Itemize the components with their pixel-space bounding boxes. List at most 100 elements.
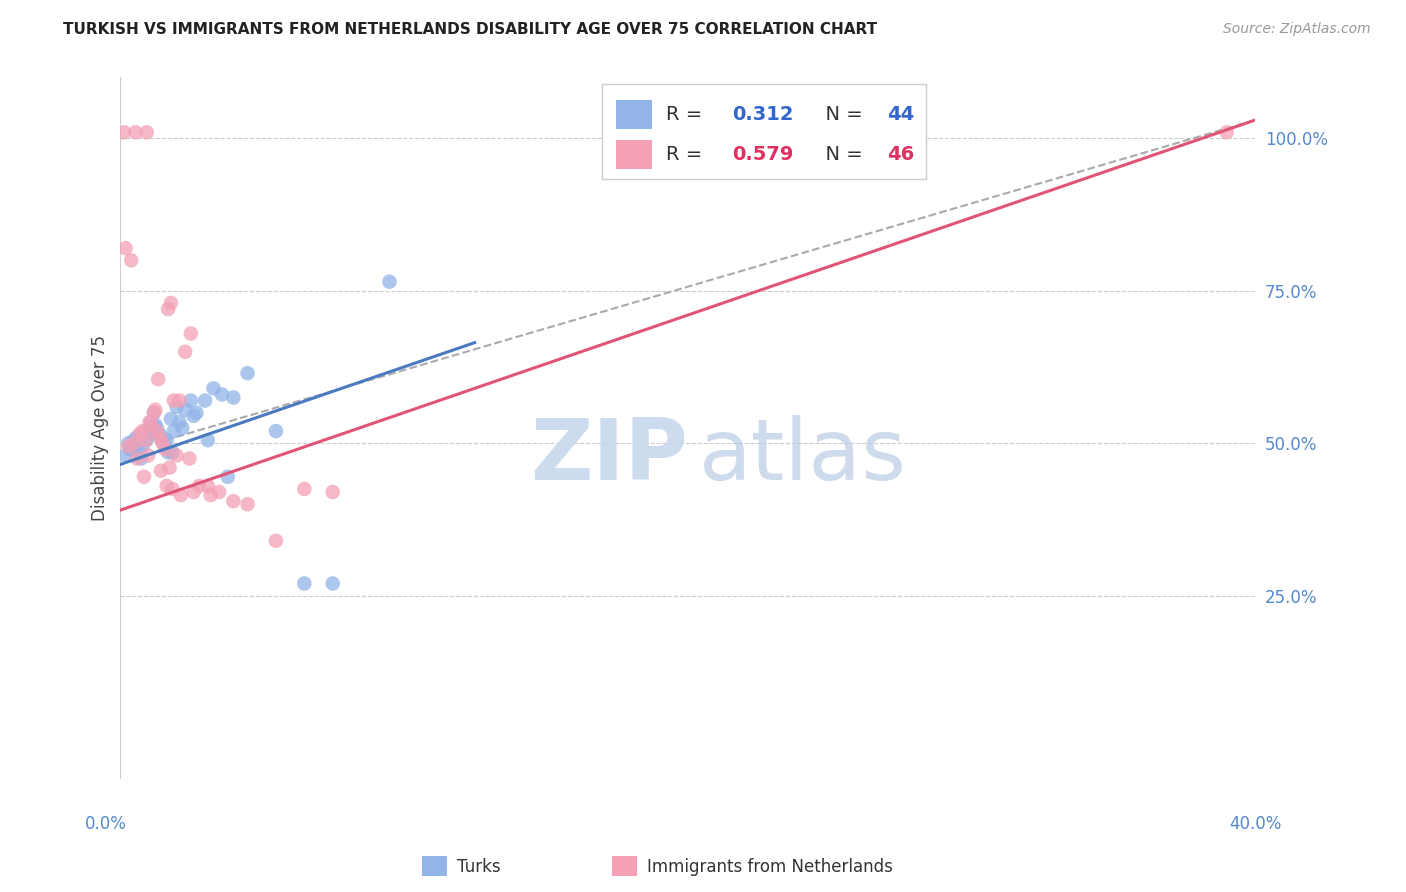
Point bbox=[236, 366, 259, 380]
Point bbox=[264, 424, 287, 438]
Text: 0.579: 0.579 bbox=[731, 145, 793, 164]
Point bbox=[183, 409, 205, 423]
Point bbox=[122, 436, 145, 450]
Point bbox=[211, 387, 233, 401]
Point bbox=[118, 442, 141, 457]
Point bbox=[169, 415, 191, 429]
Text: R =: R = bbox=[666, 105, 709, 124]
Point bbox=[264, 533, 287, 548]
Text: 44: 44 bbox=[887, 105, 914, 124]
Point bbox=[149, 430, 172, 444]
Point bbox=[124, 125, 146, 139]
Text: atlas: atlas bbox=[699, 415, 907, 498]
Point bbox=[162, 482, 184, 496]
Point bbox=[131, 439, 153, 453]
Text: Turks: Turks bbox=[457, 858, 501, 876]
Point bbox=[292, 482, 315, 496]
Point bbox=[160, 296, 183, 310]
Point bbox=[160, 412, 183, 426]
Point bbox=[222, 494, 245, 508]
Point bbox=[145, 421, 167, 435]
Point bbox=[134, 424, 156, 438]
Point bbox=[159, 460, 181, 475]
Point bbox=[322, 576, 344, 591]
Point bbox=[134, 433, 156, 447]
Point bbox=[200, 488, 222, 502]
Point bbox=[139, 415, 162, 429]
Text: TURKISH VS IMMIGRANTS FROM NETHERLANDS DISABILITY AGE OVER 75 CORRELATION CHART: TURKISH VS IMMIGRANTS FROM NETHERLANDS D… bbox=[63, 22, 877, 37]
Point bbox=[194, 393, 217, 408]
Point bbox=[208, 485, 231, 500]
Point bbox=[142, 406, 165, 420]
Point bbox=[139, 417, 162, 432]
Text: 46: 46 bbox=[887, 145, 914, 164]
Point bbox=[202, 381, 225, 395]
Point bbox=[157, 302, 180, 317]
Point bbox=[138, 427, 160, 442]
Text: Source: ZipAtlas.com: Source: ZipAtlas.com bbox=[1223, 22, 1371, 37]
Point bbox=[163, 424, 186, 438]
Point bbox=[169, 393, 191, 408]
Point bbox=[114, 449, 136, 463]
Point bbox=[236, 497, 259, 511]
Point bbox=[155, 442, 177, 457]
Point bbox=[132, 470, 155, 484]
Point bbox=[183, 485, 205, 500]
Point bbox=[156, 479, 179, 493]
Point bbox=[174, 344, 197, 359]
Text: 40.0%: 40.0% bbox=[1229, 815, 1281, 833]
Text: Immigrants from Netherlands: Immigrants from Netherlands bbox=[647, 858, 893, 876]
Point bbox=[156, 433, 179, 447]
Point bbox=[146, 372, 169, 386]
Point bbox=[172, 421, 194, 435]
Point bbox=[152, 433, 174, 447]
Point bbox=[129, 451, 152, 466]
Point bbox=[155, 439, 177, 453]
Point bbox=[170, 488, 193, 502]
Point bbox=[138, 415, 160, 429]
Point bbox=[114, 241, 136, 255]
Text: N =: N = bbox=[814, 145, 869, 164]
Point bbox=[188, 479, 211, 493]
Point bbox=[128, 445, 150, 459]
Point bbox=[166, 449, 188, 463]
Point bbox=[1215, 125, 1237, 139]
Point bbox=[322, 485, 344, 500]
Point bbox=[186, 406, 208, 420]
Text: 0.312: 0.312 bbox=[731, 105, 793, 124]
Point bbox=[150, 430, 173, 444]
Point bbox=[135, 125, 157, 139]
Point bbox=[150, 464, 173, 478]
Bar bbox=[616, 100, 652, 129]
Point bbox=[120, 253, 142, 268]
Point bbox=[152, 436, 174, 450]
Point bbox=[122, 433, 145, 447]
Point bbox=[222, 391, 245, 405]
Point bbox=[143, 402, 166, 417]
Bar bbox=[602, 85, 925, 179]
Text: 0.0%: 0.0% bbox=[84, 815, 127, 833]
Text: R =: R = bbox=[666, 145, 709, 164]
Y-axis label: Disability Age Over 75: Disability Age Over 75 bbox=[91, 335, 108, 521]
Point bbox=[136, 430, 159, 444]
Point bbox=[142, 406, 165, 420]
Point bbox=[128, 427, 150, 442]
Point bbox=[112, 125, 135, 139]
Point bbox=[117, 436, 139, 450]
Point bbox=[163, 393, 186, 408]
Bar bbox=[616, 140, 652, 169]
Point bbox=[117, 439, 139, 453]
Point bbox=[131, 424, 153, 438]
Point bbox=[174, 402, 197, 417]
Point bbox=[378, 275, 401, 289]
Point bbox=[125, 430, 148, 444]
Point bbox=[145, 424, 167, 438]
Point bbox=[180, 393, 202, 408]
Point bbox=[217, 470, 239, 484]
Point bbox=[136, 449, 159, 463]
Point bbox=[292, 576, 315, 591]
Point bbox=[180, 326, 202, 341]
Point bbox=[143, 417, 166, 432]
Point bbox=[120, 442, 142, 457]
Text: ZIP: ZIP bbox=[530, 415, 688, 498]
